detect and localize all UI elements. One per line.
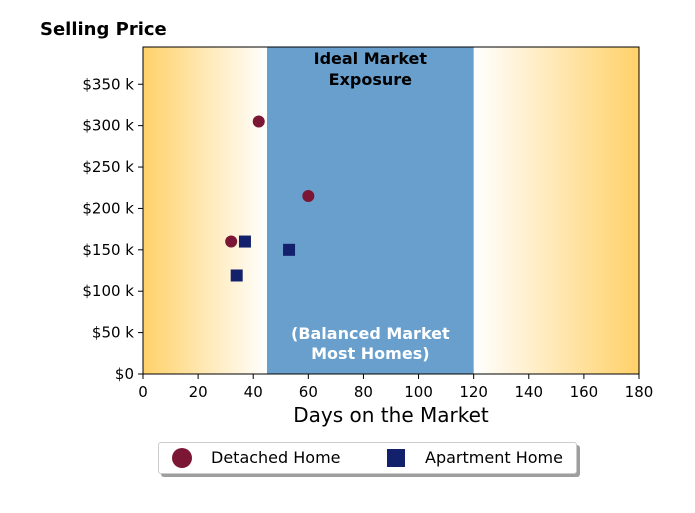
x-tick-label: 60: [299, 383, 318, 401]
x-tick-label: 100: [404, 383, 433, 401]
ideal-exposure-band: [267, 47, 474, 374]
point-detached-home-0: [252, 115, 265, 128]
gradient-left-region: [143, 47, 267, 374]
x-tick-label: 80: [354, 383, 373, 401]
y-tick-label: $50 k: [92, 324, 134, 342]
x-tick-label: 40: [244, 383, 263, 401]
y-tick-label: $0: [115, 365, 134, 383]
y-tick-label: $250 k: [82, 158, 134, 176]
gradient-right-region: [473, 47, 639, 374]
x-tick-label: 20: [189, 383, 208, 401]
annotation-balanced-line-1: (Balanced Market: [291, 324, 450, 343]
x-tick-label: 120: [459, 383, 488, 401]
point-apartment-home-0: [238, 235, 251, 248]
x-tick-label: 0: [138, 383, 148, 401]
x-tick-label: 180: [625, 383, 654, 401]
annotation-balanced-line-2: Most Homes): [311, 344, 429, 363]
legend-label-detached-home: Detached Home: [211, 448, 341, 467]
x-tick-label: 160: [570, 383, 599, 401]
y-tick-label: $150 k: [82, 241, 134, 259]
annotations: Ideal Market Exposure (Balanced Market M…: [291, 49, 450, 363]
circle-marker-icon: [172, 448, 192, 468]
y-tick-label: $200 k: [82, 199, 134, 217]
point-apartment-home-2: [283, 243, 296, 256]
legend: Detached Home Apartment Home: [158, 442, 577, 474]
data-points: [225, 115, 315, 282]
y-tick-label: $350 k: [82, 75, 134, 93]
x-axis-label: Days on the Market: [293, 403, 489, 427]
chart-title: Selling Price: [40, 19, 167, 40]
legend-label-apartment-home: Apartment Home: [425, 448, 563, 467]
axes: 0 20 40 60 80 100 120 140 160 180 $0 $50 k $100 k $15…: [82, 46, 654, 401]
plot-frame: [142, 46, 640, 375]
point-apartment-home-1: [230, 269, 243, 282]
plot-background: [143, 47, 639, 374]
annotation-ideal-line-2: Exposure: [329, 70, 413, 89]
annotation-ideal-line-1: Ideal Market: [314, 49, 428, 68]
square-marker-icon: [387, 449, 405, 467]
point-detached-home-1: [225, 235, 238, 248]
point-detached-home-2: [302, 190, 315, 203]
x-tick-label: 140: [514, 383, 543, 401]
y-tick-label: $300 k: [82, 117, 134, 135]
y-tick-label: $100 k: [82, 282, 134, 300]
